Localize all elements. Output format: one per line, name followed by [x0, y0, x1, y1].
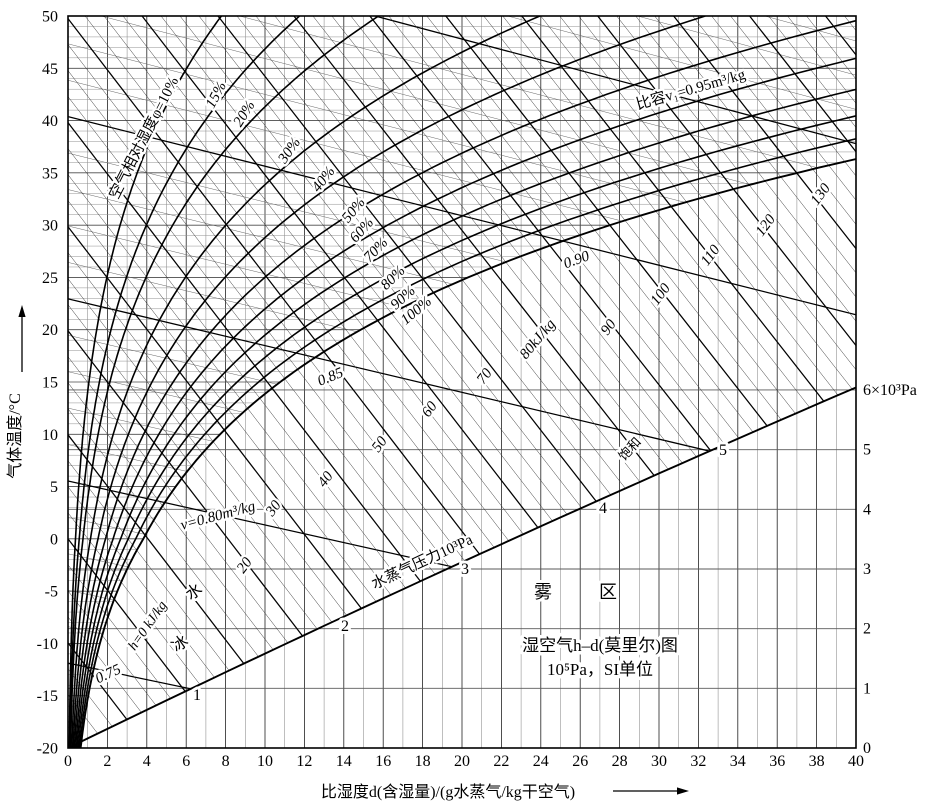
chart-label: v=0.80m³/kg — [179, 498, 258, 533]
y-tick-label: 10 — [42, 427, 58, 444]
vapor-pressure-mark-5: 5 — [719, 442, 727, 459]
y-tick-label: 5 — [50, 479, 58, 496]
y-tick-label: -10 — [37, 636, 58, 653]
y-axis-arrowhead — [18, 305, 26, 317]
y-tick-label: 0 — [50, 531, 58, 548]
x-tick-label: 28 — [612, 753, 628, 770]
chart-label: 0.90 — [562, 248, 593, 272]
x-tick-label: 22 — [493, 753, 509, 770]
x-axis-title: 比湿度d(含湿量)/(g水蒸气/kg干空气) — [321, 783, 575, 801]
x-tick-label: 38 — [809, 753, 825, 770]
y-tick-label: 35 — [42, 165, 58, 182]
vapor-pressure-mark-3: 3 — [461, 561, 469, 578]
rh-curve-80 — [77, 115, 856, 748]
pressure-tick-label: 4 — [863, 501, 871, 518]
y-tick-label: 15 — [42, 375, 58, 392]
chart-title-line1: 湿空气h–d(莫里尔)图 — [522, 636, 678, 655]
x-tick-label: 26 — [572, 753, 588, 770]
chart-label: 100 — [648, 280, 675, 308]
rh-curve-10 — [68, 16, 223, 748]
x-tick-label: 10 — [257, 753, 273, 770]
x-tick-label: 18 — [415, 753, 431, 770]
chart-label: 40 — [315, 468, 337, 490]
rh-curve-70 — [76, 88, 856, 748]
chart-label: 0.85 — [315, 365, 346, 390]
relative-humidity-curves — [68, 16, 856, 748]
chart-label: 120 — [753, 211, 780, 239]
x-tick-label: 2 — [103, 753, 111, 770]
fog-region-label: 区 — [599, 582, 617, 602]
x-tick-label: 6 — [182, 753, 190, 770]
chart-label: h=0 kJ/kg — [126, 599, 171, 654]
chart-label: 40% — [309, 164, 339, 196]
ice-label: 冰 — [168, 632, 191, 656]
grid-vertical-humidity — [87, 16, 837, 748]
vapor-pressure-mark-1: 1 — [193, 687, 201, 704]
y-tick-label: 20 — [42, 322, 58, 339]
chart-label: 80kJ/kg — [517, 316, 560, 362]
rh-curve-40 — [72, 16, 706, 748]
x-axis-arrowhead — [677, 787, 689, 795]
y-tick-label: 45 — [42, 61, 58, 78]
plot-frame — [67, 15, 857, 749]
chart-label: 50 — [369, 433, 391, 455]
chart-title-line2: 10⁵Pa，SI单位 — [547, 660, 653, 679]
curve-labels: 空气相对湿度φ=10% 15%20%30%40%50%60%70%80%90%10… — [91, 63, 837, 707]
axis-labels: 0 2 4 6 8 10 12 14 16 18 20 22 24 26 28 30 32 34 36 38 40504… — [5, 7, 919, 803]
rh-curve-60 — [74, 57, 856, 748]
pressure-tick-label: 2 — [863, 621, 871, 638]
y-tick-label: 25 — [42, 270, 58, 287]
rh-curve-50 — [73, 19, 856, 748]
rh-curve-20 — [69, 16, 380, 748]
rh-curve-15 — [69, 16, 301, 748]
x-tick-label: 12 — [296, 753, 312, 770]
chart-label: 130 — [808, 180, 835, 208]
pressure-tick-label: 0 — [863, 740, 871, 757]
vapor-pressure-mark-4: 4 — [599, 500, 607, 517]
x-tick-label: 34 — [730, 753, 746, 770]
chart-label: 70% — [361, 235, 392, 266]
x-tick-label: 4 — [143, 753, 151, 770]
pressure-tick-label: 6×10³Pa — [863, 382, 917, 399]
pressure-tick-label: 3 — [863, 561, 871, 578]
x-tick-label: 30 — [651, 753, 667, 770]
x-tick-label: 0 — [64, 753, 72, 770]
vapor-pressure-mark-2: 2 — [341, 618, 349, 635]
chart-title: 湿空气h–d(莫里尔)图 10⁵Pa，SI单位 — [519, 633, 682, 683]
x-tick-label: 8 — [222, 753, 230, 770]
pressure-tick-label: 5 — [863, 442, 871, 459]
x-tick-label: 14 — [336, 753, 352, 770]
rh-curve-90 — [78, 138, 856, 748]
y-axis-title: 气体温度/°C — [6, 393, 24, 479]
rh-curve-30 — [71, 16, 541, 748]
y-tick-label: -15 — [37, 688, 58, 705]
fog-region-label: 雾 — [534, 582, 552, 602]
pressure-tick-label: 1 — [863, 680, 871, 697]
x-tick-label: 40 — [848, 753, 864, 770]
x-tick-label: 24 — [533, 753, 549, 770]
y-tick-label: -20 — [37, 741, 58, 758]
y-tick-label: 40 — [42, 113, 58, 130]
chart-label: 空气相对湿度φ=10% — [106, 74, 182, 202]
y-tick-label: 30 — [42, 218, 58, 235]
vapor-pressure-line — [68, 386, 856, 748]
chart-label: 20 — [234, 554, 256, 576]
chart-label: 20% — [231, 98, 259, 130]
rh-curve-100 — [79, 158, 856, 748]
x-tick-label: 36 — [769, 753, 785, 770]
x-tick-label: 16 — [375, 753, 391, 770]
chart-label: 30 — [262, 497, 285, 520]
y-tick-label: -5 — [45, 584, 58, 601]
x-tick-label: 32 — [690, 753, 706, 770]
y-tick-label: 50 — [42, 9, 58, 26]
x-tick-label: 20 — [454, 753, 470, 770]
chart-label: 0.75 — [93, 661, 124, 687]
